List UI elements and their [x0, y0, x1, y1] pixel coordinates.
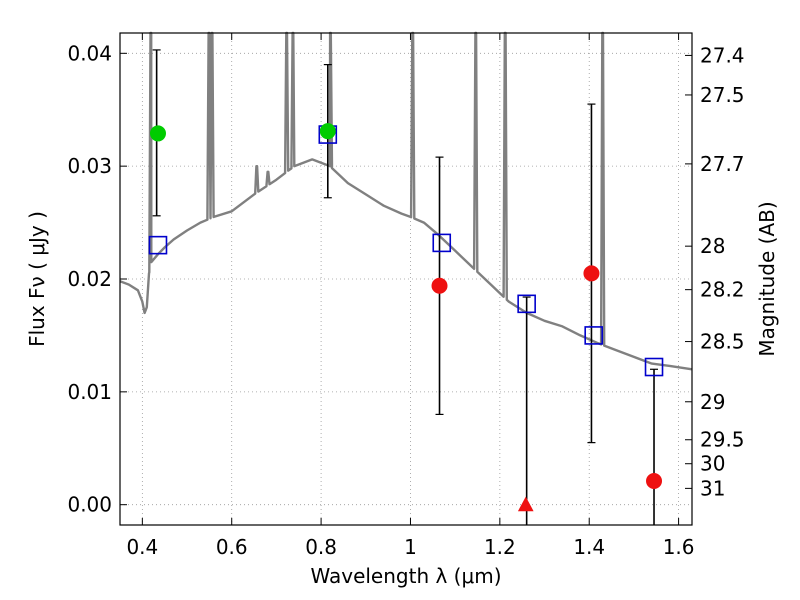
x-axis-label: Wavelength λ (μm) [310, 564, 501, 588]
x-tick-label: 1.2 [484, 535, 516, 559]
x-tick-label: 0.8 [305, 535, 337, 559]
y-tick-label: 0.00 [67, 493, 112, 517]
x-tick-label: 0.6 [216, 535, 248, 559]
model-photometry-square [584, 326, 603, 345]
y-axis-label: Flux Fν ( μJy ) [25, 211, 49, 347]
magnitude-tick-label: 31 [700, 476, 725, 500]
magnitude-tick-label: 28.5 [700, 330, 745, 354]
model-photometry-square [644, 357, 664, 377]
plot-frame [119, 32, 693, 526]
grid-lines [120, 33, 692, 525]
y-tick-label: 0.03 [67, 154, 112, 178]
marker-layer [148, 123, 664, 512]
magnitude-tick-label: 28.2 [700, 278, 745, 302]
x-tick-label: 1.4 [573, 535, 605, 559]
magnitude-tick-label: 29 [700, 390, 725, 414]
errorbar [650, 368, 659, 525]
y-tick-label: 0.02 [67, 267, 112, 291]
y-tick-label: 0.01 [67, 380, 112, 404]
magnitude-tick-label: 27.5 [700, 83, 745, 107]
errorbar-layer [152, 49, 659, 525]
model-spectrum-line [119, 31, 693, 371]
magnitude-tick-label: 27.4 [700, 43, 745, 67]
x-tick-label: 0.4 [126, 535, 158, 559]
x-tick-label: 1 [404, 535, 417, 559]
model-photometry-square [432, 233, 452, 253]
x-tick-label: 1.6 [663, 535, 695, 559]
errorbar [522, 296, 531, 525]
magnitude-tick-label: 27.7 [700, 152, 745, 176]
upper-limit-triangle [517, 496, 534, 512]
optical-detection-point [149, 125, 166, 142]
magnitude-tick-label: 29.5 [700, 428, 745, 452]
ir-detection-point [583, 265, 600, 282]
y-tick-label: 0.04 [67, 41, 112, 65]
ir-detection-point [646, 472, 663, 489]
tick-layer: 0.4 0.6 0.8 1 1.2 1.4 1.6 0.00 0.01 0.02 0.03 0.04 2… [67, 33, 745, 559]
magnitude-tick-label: 30 [700, 452, 725, 476]
ir-detection-point [431, 277, 448, 294]
model-photometry-square [148, 235, 168, 255]
magnitude-axis-label: Magnitude (AB) [755, 201, 779, 356]
magnitude-tick-label: 28 [700, 234, 725, 258]
model-photometry-square [517, 294, 536, 314]
optical-detection-point [319, 123, 336, 140]
spectrum-layer [119, 31, 693, 371]
